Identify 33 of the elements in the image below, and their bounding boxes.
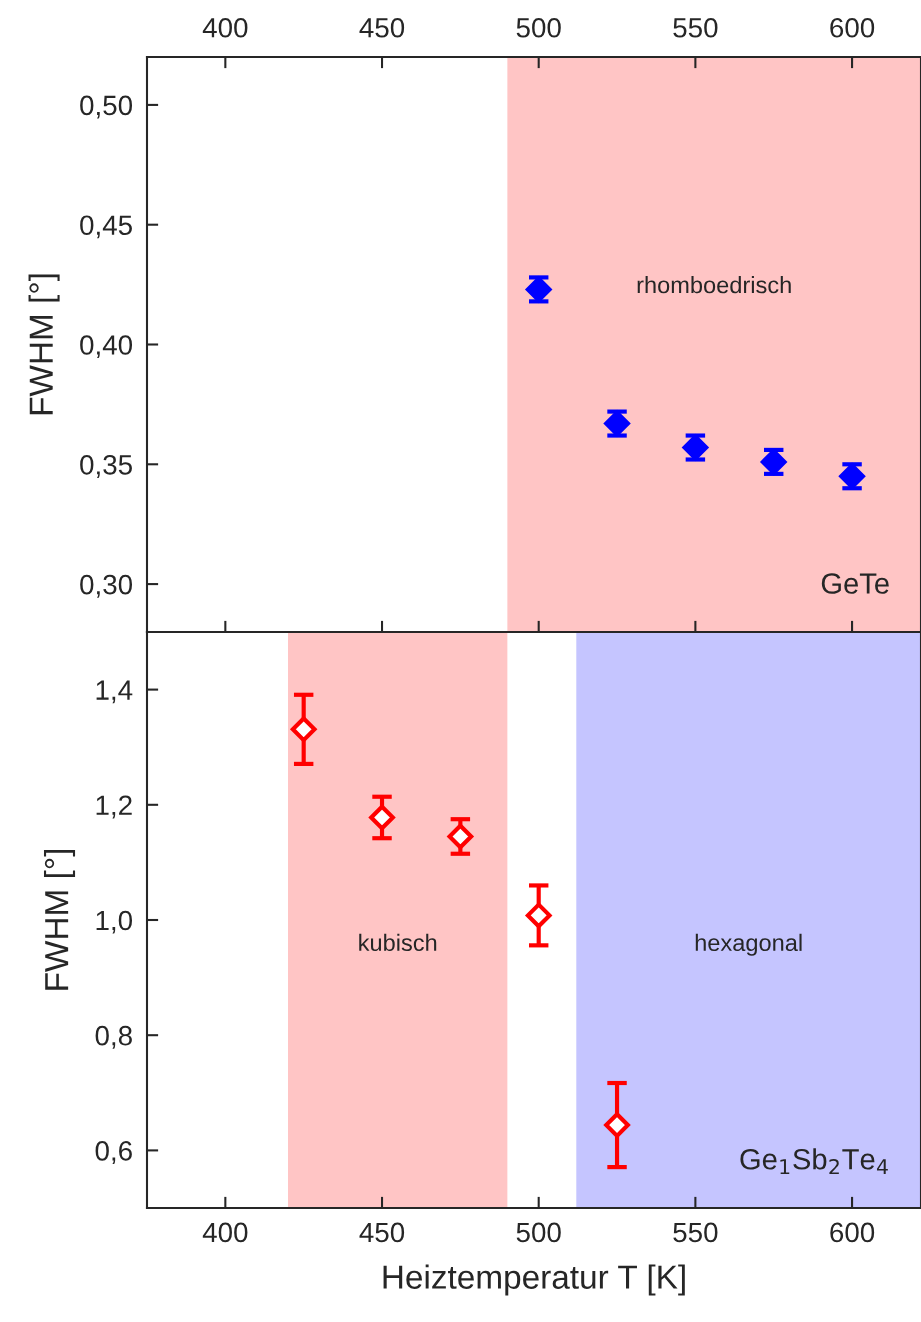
- band-label: rhomboedrisch: [637, 275, 791, 294]
- band-label: kubisch: [359, 933, 437, 952]
- annotation: GeTe: [821, 573, 889, 594]
- x-tick-label: 550: [673, 1222, 718, 1243]
- y-tick-label: 0,45: [80, 215, 132, 239]
- y-tick-label: 0,30: [80, 574, 133, 598]
- annotation: Ge$_{1}$Sb$_{2}$Te$_{4}$: [740, 1148, 888, 1175]
- y-axis-title: FWHM [°]: [28, 274, 60, 415]
- y-tick-label: 0,40: [80, 335, 133, 359]
- y-tick-label: 1,0: [96, 910, 133, 934]
- x-tick-label: 450: [359, 1222, 405, 1243]
- x-tick-label: 600: [830, 1222, 875, 1243]
- y-axis-title: FWHM [°]: [43, 849, 76, 990]
- y-tick-label: 0,8: [95, 1025, 132, 1049]
- point: [447, 823, 474, 850]
- point: [369, 804, 395, 831]
- x-tick-label: 400: [202, 1222, 248, 1243]
- x-tick-label: 550: [673, 17, 718, 38]
- x-axis-title: Heiztemperatur T [K]: [383, 1264, 685, 1296]
- y-tick-label: 0,50: [80, 95, 133, 119]
- x-tick-label: 600: [830, 17, 875, 38]
- x-tick-label: 500: [516, 17, 561, 38]
- y-tick-label: 1,4: [96, 680, 133, 704]
- y-tick-label: 0,6: [95, 1141, 132, 1165]
- band-label: hexagonal: [695, 933, 802, 956]
- y-tick-label: 1,2: [96, 795, 132, 819]
- point: [604, 1112, 630, 1138]
- point: [525, 902, 552, 929]
- point: [290, 716, 317, 743]
- x-tick-label: 400: [202, 17, 248, 38]
- y-tick-label: 0,35: [80, 454, 132, 478]
- x-tick-label: 500: [516, 1222, 561, 1243]
- x-tick-label: 450: [359, 17, 405, 38]
